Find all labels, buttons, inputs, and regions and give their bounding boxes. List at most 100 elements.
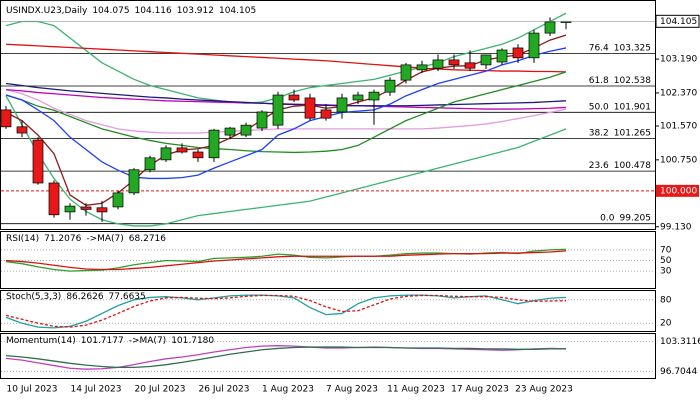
rsi-pane [0, 231, 656, 289]
fib-label: 61.8 102.538 [589, 76, 652, 86]
candle-body [528, 32, 540, 59]
header-part: 103.325 [614, 43, 651, 53]
candle-body [400, 64, 412, 81]
alert-label: 100.000 [660, 186, 697, 196]
header-part: Momentum(14) [6, 336, 76, 346]
candle-body [512, 47, 524, 59]
candle-body [432, 59, 444, 69]
candle-body [448, 59, 460, 66]
candle-body [256, 111, 268, 129]
header-part: 101.265 [614, 128, 651, 138]
fib-label: 76.4 103.325 [589, 43, 651, 53]
series-line [5, 47, 567, 180]
candle-body [288, 94, 300, 101]
series-line [5, 95, 567, 227]
x-tick-label: 7 Aug 2023 [326, 385, 378, 395]
candle-body [272, 94, 284, 126]
candle-body [368, 91, 380, 101]
candle-body [304, 97, 316, 119]
header-part: 99.205 [620, 213, 652, 223]
candle-body [112, 192, 124, 208]
candle-body [32, 139, 44, 184]
main-pane [0, 0, 656, 230]
chart-title: USINDX.U23,Daily 104.075 104.116 103.912 104… [6, 6, 256, 16]
header-part: USINDX.U23,Daily [6, 6, 88, 16]
x-tick-label: 20 Jul 2023 [135, 385, 186, 395]
series-line [5, 12, 567, 104]
y-tick-label: 96.7044 [660, 367, 697, 377]
header-part: 104.105 [219, 6, 256, 16]
series-line [5, 71, 567, 154]
pane-title: RSI(14) 71.2076 ->MA(7) 68.2716 [6, 234, 166, 244]
candle-body [64, 205, 76, 213]
price-label-box [655, 14, 700, 28]
momentum-pane [0, 333, 656, 379]
candle-body [320, 109, 332, 119]
candle-body [480, 54, 492, 66]
y-tick-label: 80 [660, 295, 672, 305]
fib-label: 0.0 99.205 [600, 213, 651, 223]
header-part: 50.0 [589, 102, 609, 112]
series-line [5, 345, 567, 370]
x-tick-label: 10 Jul 2023 [7, 385, 58, 395]
candle-body [496, 49, 508, 63]
fib-label: 23.6 100.478 [589, 161, 652, 171]
y-tick-label: 30 [660, 267, 672, 277]
header-part: 61.8 [589, 76, 609, 86]
candle-body [336, 97, 348, 113]
fib-label: 50.0 101.901 [589, 102, 651, 112]
candle-body [416, 64, 428, 71]
series-line [5, 43, 567, 73]
header-part: 76.4 [589, 43, 609, 53]
header-part: 102.538 [614, 76, 651, 86]
x-tick-label: 26 Jul 2023 [199, 385, 250, 395]
header-part: 23.6 [589, 161, 609, 171]
header-part: 38.2 [589, 128, 609, 138]
header-part: 100.478 [614, 161, 651, 171]
header-part: 101.7180 [171, 336, 214, 346]
candle-body [352, 94, 364, 101]
y-tick-label: 100.750 [660, 155, 697, 165]
y-tick-label: 70 [660, 245, 672, 255]
header-part: 101.901 [614, 102, 651, 112]
x-tick-label: 17 Aug 2023 [451, 385, 509, 395]
candle-body [208, 129, 220, 159]
candle-body [192, 151, 204, 159]
y-tick-label: 103.190 [660, 55, 697, 65]
x-tick-label: 11 Aug 2023 [387, 385, 445, 395]
candle-body [48, 182, 60, 216]
x-tick-label: 1 Aug 2023 [262, 385, 314, 395]
y-tick-label: 103.3116 [660, 337, 700, 347]
candle-body [384, 79, 396, 93]
header-part: 77.6635 [109, 292, 146, 302]
y-tick-label: 102.370 [660, 88, 697, 98]
header-part: ->MA(7) [86, 234, 123, 244]
candle-body [464, 62, 476, 69]
candle-body [160, 147, 172, 161]
series-line [5, 250, 567, 271]
series-line [5, 89, 567, 134]
header-part: 71.2076 [44, 234, 81, 244]
series-line [5, 294, 567, 328]
alert-label-box [656, 184, 699, 197]
header-part: 104.075 [92, 6, 129, 16]
header-part: 104.116 [135, 6, 172, 16]
header-part: RSI(14) [6, 234, 39, 244]
x-tick-label: 14 Jul 2023 [71, 385, 122, 395]
y-tick-label: 99.130 [660, 222, 692, 232]
header-part: 68.2716 [129, 234, 166, 244]
series-line [5, 82, 567, 107]
candle-body [128, 169, 140, 194]
y-tick-label: 101.570 [660, 121, 697, 131]
candle-body [80, 206, 92, 210]
candle-body [544, 21, 556, 34]
y-tick-label: 50 [660, 256, 672, 266]
x-tick-label: 23 Aug 2023 [515, 385, 573, 395]
series-line [5, 346, 567, 369]
header-part: 0.0 [600, 213, 615, 223]
header-part: Stoch(5,3,3) [6, 292, 61, 302]
candle-body [240, 124, 252, 136]
y-tick-label: 20 [660, 319, 672, 329]
candle-body [224, 127, 236, 136]
